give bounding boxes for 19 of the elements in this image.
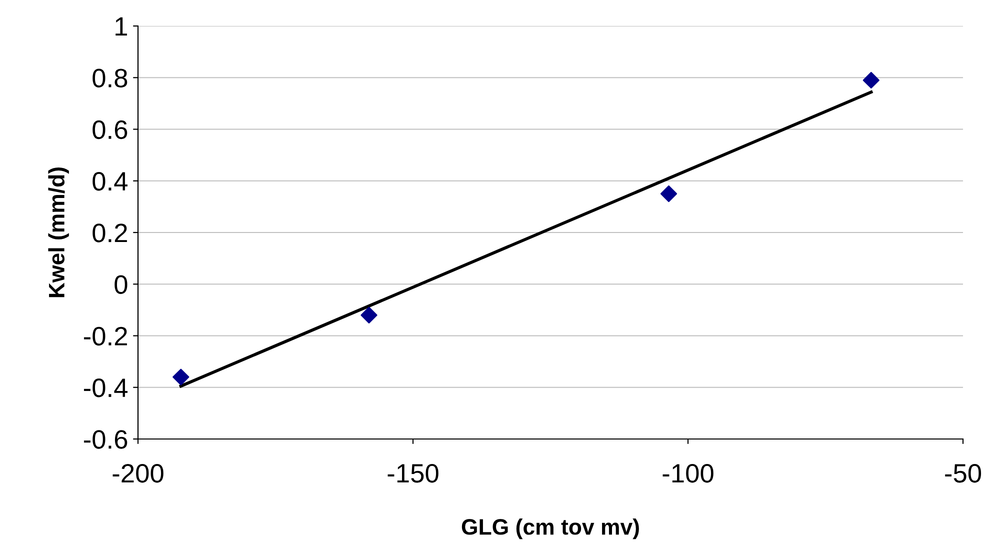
y-tick-label: 0.4: [92, 172, 128, 191]
y-tick-label: 0.8: [92, 68, 128, 88]
point: [660, 185, 678, 202]
y-axis-title: Kwel (mm/d): [48, 168, 69, 298]
point: [360, 306, 378, 324]
y-tick-label: 0.2: [92, 224, 127, 242]
x-tick-label: -200: [112, 464, 164, 483]
x-tick-label: -100: [662, 464, 714, 483]
y-tick-label: 0: [114, 275, 128, 294]
point: [172, 368, 190, 386]
y-tick-label: 1: [116, 17, 127, 36]
x-tick-label: -150: [388, 464, 438, 483]
x-axis-title: GLG (cm tov mv): [462, 518, 639, 540]
y-tick-label: 0.6: [92, 120, 128, 140]
point: [862, 72, 880, 89]
y-tick-label: -0.2: [84, 326, 127, 346]
y-tick-label: -0.4: [84, 378, 128, 398]
x-tick-label: -50: [945, 464, 982, 483]
y-tick-label: -0.6: [84, 430, 128, 449]
